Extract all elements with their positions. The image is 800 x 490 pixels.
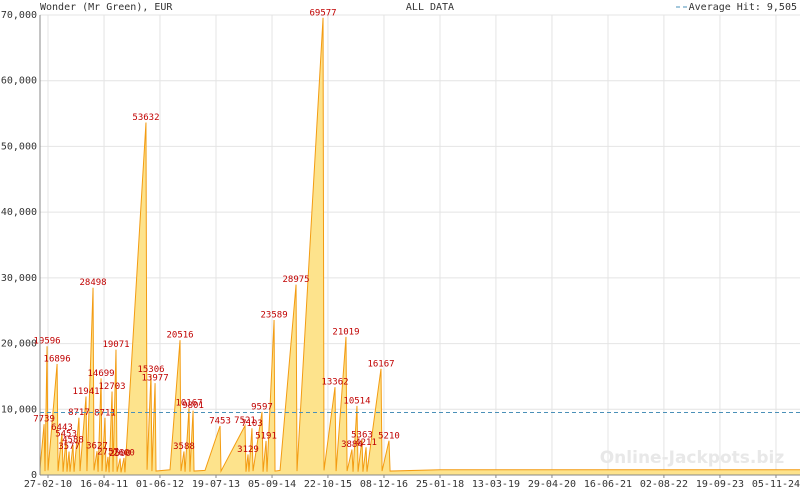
y-tick-label: 70,000 [1, 10, 37, 21]
data-label: 8717 [68, 408, 90, 418]
data-label: 2600 [113, 448, 135, 458]
area [40, 17, 800, 476]
chart-subtitle: ALL DATA [406, 2, 454, 13]
data-label: 3627 [86, 442, 108, 452]
data-label: 3577 [58, 442, 80, 452]
x-tick-label: 01-06-12 [136, 479, 184, 490]
y-tick-label: 60,000 [1, 76, 37, 87]
data-label: 4211 [355, 438, 377, 448]
line [39, 17, 800, 474]
data-label: 20516 [166, 331, 193, 341]
x-tick-label: 05-11-24 [752, 479, 800, 490]
data-label: 16896 [44, 354, 71, 364]
data-label: 7453 [209, 417, 231, 427]
x-tick-label: 16-04-11 [80, 479, 128, 490]
x-tick-label: 29-04-20 [528, 479, 576, 490]
data-label: 19071 [102, 340, 129, 350]
data-label: 7739 [33, 415, 55, 425]
x-tick-label: 27-02-10 [24, 479, 72, 490]
data-label: 10167 [175, 399, 202, 409]
data-label: 14699 [88, 369, 115, 379]
data-label: 13362 [321, 378, 348, 388]
data-label: 28975 [283, 275, 310, 285]
legend-name: Average Hit: [689, 2, 761, 13]
x-tick-label: 13-03-19 [472, 479, 520, 490]
x-tick-label: 02-08-22 [640, 479, 688, 490]
data-label: 10514 [343, 396, 370, 406]
data-label: 23589 [261, 310, 288, 320]
data-label: 7521 [234, 416, 256, 426]
data-label: 16167 [367, 359, 394, 369]
legend-label: Average Hit: 9,505 [689, 2, 797, 13]
data-label: 2500 [109, 449, 131, 459]
data-label: 12703 [99, 382, 126, 392]
data-label: 9597 [251, 402, 273, 412]
x-tick-label: 08-12-16 [360, 479, 408, 490]
data-label: 21019 [332, 327, 359, 337]
data-label: 6443 [51, 423, 73, 433]
legend-value: 9,505 [767, 2, 797, 13]
data-label: 8711 [94, 408, 116, 418]
data-label: 5453 [55, 430, 77, 440]
y-tick-label: 10,000 [1, 404, 37, 415]
data-label: 5363 [351, 430, 373, 440]
data-label: 69577 [310, 8, 337, 18]
data-label: 9801 [182, 401, 204, 411]
data-label: 5210 [378, 431, 400, 441]
x-tick-label: 19-07-13 [192, 479, 240, 490]
data-label: 28498 [80, 278, 107, 288]
data-label: 4588 [62, 435, 84, 445]
x-tick-label: 05-09-14 [248, 479, 296, 490]
x-tick-label: 16-06-21 [584, 479, 632, 490]
y-tick-label: 0 [31, 470, 37, 481]
watermark: Online-Jackpots.biz [600, 448, 785, 468]
data-label: 3588 [173, 442, 195, 452]
data-label: 5191 [255, 431, 277, 441]
data-label: 11941 [72, 387, 99, 397]
x-tick-label: 19-09-23 [696, 479, 744, 490]
data-label: 7103 [241, 419, 263, 429]
data-label: 3884 [341, 440, 363, 450]
y-tick-label: 20,000 [1, 339, 37, 350]
x-tick-label: 22-10-15 [304, 479, 352, 490]
y-tick-label: 40,000 [1, 207, 37, 218]
y-tick-label: 50,000 [1, 141, 37, 152]
data-label: 15306 [137, 365, 164, 375]
chart-title: Wonder (Mr Green), EUR [40, 2, 173, 13]
data-label: 3129 [237, 445, 259, 455]
x-tick-label: 25-01-18 [416, 479, 464, 490]
data-label: 19596 [34, 337, 61, 347]
data-label: 53632 [132, 113, 159, 123]
data-label: 13977 [142, 374, 169, 384]
y-tick-label: 30,000 [1, 273, 37, 284]
data-label: 2757 [97, 447, 119, 457]
